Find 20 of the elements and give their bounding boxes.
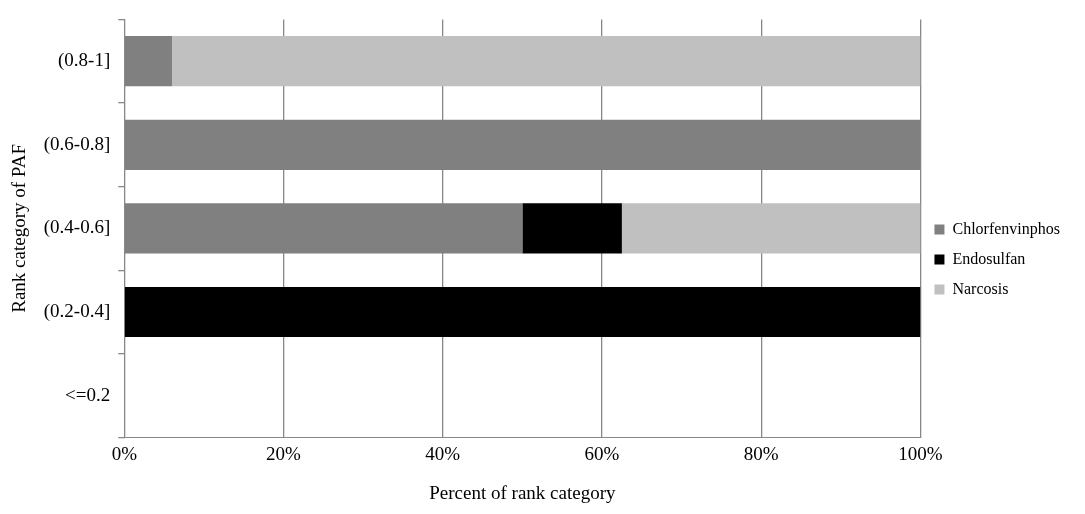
- y-axis-title: Rank category of PAF: [8, 144, 30, 313]
- y-tick-label: (0.4-0.6]: [43, 216, 111, 239]
- y-tick-label: (0.2-0.4]: [43, 299, 111, 322]
- x-tick-label: 0%: [111, 442, 138, 464]
- legend-label: Narcosis: [952, 279, 1009, 297]
- y-tick-label: (0.6-0.8]: [43, 132, 111, 155]
- x-tick-label: 40%: [425, 442, 461, 464]
- bar: [172, 36, 921, 87]
- bar: [621, 203, 921, 254]
- x-tick-label: 80%: [743, 442, 779, 464]
- legend-label: Chlorfenvinphos: [952, 219, 1060, 238]
- bar: [522, 203, 622, 254]
- bar: [124, 286, 921, 338]
- x-tick-label: 60%: [584, 442, 620, 464]
- x-axis-title: Percent of rank category: [429, 481, 616, 503]
- x-tick-label: 100%: [898, 442, 943, 464]
- x-tick-label: 20%: [266, 442, 302, 464]
- y-tick-label: (0.8-1]: [58, 49, 111, 72]
- legend-label: Endosulfan: [952, 249, 1026, 267]
- y-tick-label: <=0.2: [65, 383, 111, 405]
